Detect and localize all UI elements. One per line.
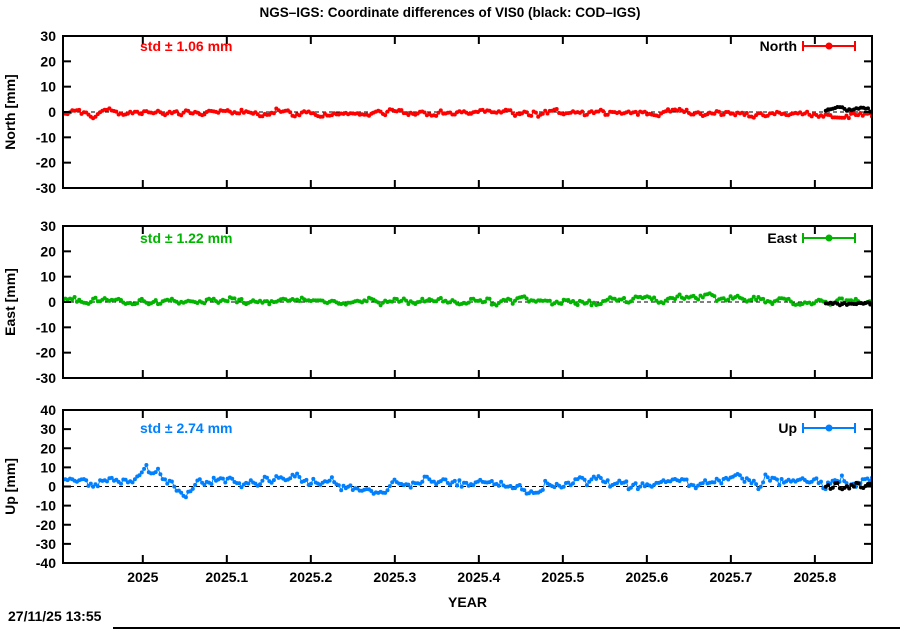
up-panel: 2025 2025.1 2025.2 2025.3 2025.4 2025.5 2025.6… (2, 402, 873, 585)
y-tick-label: 10 (40, 459, 56, 475)
y-tick-label: 20 (40, 53, 56, 69)
legend-label: East (767, 230, 797, 246)
legend-errorbar-icon (802, 423, 856, 433)
legend-label: North (760, 38, 797, 54)
chart-title: NGS–IGS: Coordinate differences of VIS0 … (259, 5, 641, 20)
y-axis-label: East [mm] (2, 268, 18, 336)
x-tick-label: 2025.7 (709, 569, 752, 585)
y-tick-label: -20 (36, 155, 56, 171)
up-series-points (823, 480, 872, 492)
east-panel: -30 -20 -10 0 10 20 30 East [mm] std ± 1.22 mm Ea… (2, 218, 873, 386)
y-tick-label: 40 (40, 402, 56, 418)
y-axis-label: North [mm] (2, 74, 18, 149)
y-tick-label: 0 (48, 294, 56, 310)
panel-border (62, 409, 873, 564)
x-tick-label: 2025.6 (625, 569, 668, 585)
y-tick-label: 10 (40, 79, 56, 95)
panel-border (62, 35, 873, 189)
y-tick-label: 30 (40, 28, 56, 44)
y-tick-label: -30 (36, 370, 56, 386)
legend-errorbar-icon (802, 41, 856, 51)
east-series-points (63, 291, 872, 308)
y-tick-label: -30 (36, 180, 56, 196)
std-annotation: std ± 1.22 mm (140, 230, 233, 246)
panel-border (62, 225, 873, 379)
y-tick-label: -10 (36, 129, 56, 145)
bottom-divider (113, 627, 900, 629)
std-annotation: std ± 2.74 mm (140, 420, 233, 436)
x-tick-label: 2025.2 (289, 569, 332, 585)
y-tick-label: -30 (36, 536, 56, 552)
x-tick-label: 2025.3 (373, 569, 416, 585)
axis-ticks (63, 225, 872, 379)
y-tick-label: -40 (36, 555, 56, 571)
up-series-points (63, 463, 872, 500)
legend-errorbar-icon (802, 233, 856, 243)
x-tick-label: 2025.1 (205, 569, 248, 585)
y-axis-label: Up [mm] (2, 458, 18, 515)
y-tick-label: -20 (36, 517, 56, 533)
std-annotation: std ± 1.06 mm (140, 38, 233, 54)
y-tick-label: 20 (40, 440, 56, 456)
plot-timestamp: 27/11/25 13:55 (8, 608, 102, 624)
north-series-points (823, 105, 872, 114)
x-tick-label: 2025.8 (793, 569, 836, 585)
y-tick-label: 10 (40, 269, 56, 285)
north-series-points (63, 106, 872, 121)
x-axis-label: YEAR (448, 594, 487, 610)
north-panel: -30 -20 -10 0 10 20 30 North [mm] std ± 1.06 mm N… (2, 28, 873, 196)
x-tick-label: 2025.5 (541, 569, 584, 585)
x-tick-label: 2025 (127, 569, 158, 585)
y-tick-label: 0 (48, 479, 56, 495)
y-tick-label: 20 (40, 243, 56, 259)
y-tick-label: -10 (36, 319, 56, 335)
y-tick-label: -10 (36, 498, 56, 514)
x-tick-label: 2025.4 (457, 569, 500, 585)
y-tick-label: 30 (40, 421, 56, 437)
y-tick-label: 0 (48, 104, 56, 120)
y-tick-label: 30 (40, 218, 56, 234)
legend-label: Up (778, 420, 797, 436)
y-tick-label: -20 (36, 345, 56, 361)
